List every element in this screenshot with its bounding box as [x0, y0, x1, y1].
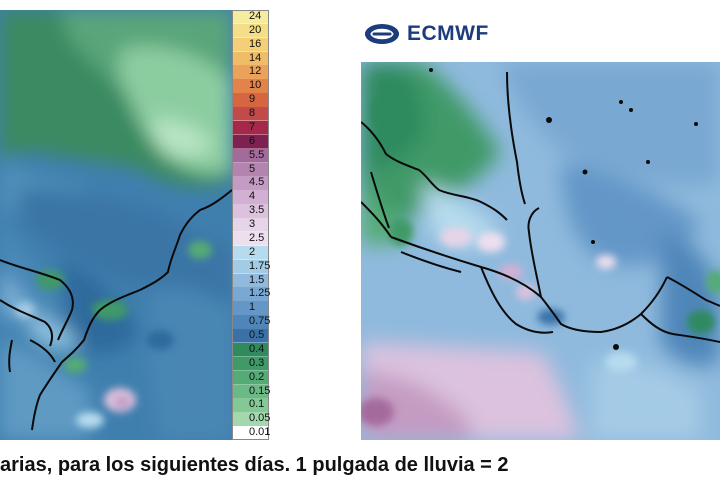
colorbar-level-label: 0.75: [249, 315, 271, 328]
colorbar-level-label: 10: [249, 79, 262, 92]
colorbar-swatch: [232, 79, 269, 94]
colorbar-swatch: [232, 120, 269, 136]
colorbar-level-label: 7: [249, 120, 256, 133]
colorbar-level-label: 24: [249, 10, 262, 22]
colorbar-swatch: [232, 162, 269, 177]
colorbar-level-label: 3: [249, 218, 256, 231]
colorbar-swatch: [232, 370, 269, 385]
ecmwf-logo: ECMWF: [363, 22, 489, 46]
colorbar-level-label: 1: [249, 301, 256, 314]
right-precipitation-map: [361, 62, 720, 440]
colorbar-swatch: [232, 37, 269, 53]
colorbar-level-label: 1.25: [249, 287, 271, 300]
colorbar-swatch: [232, 259, 269, 275]
colorbar-level-label: 2: [249, 245, 256, 258]
left-map-graphic: [0, 10, 232, 440]
colorbar-level-label: 4.5: [249, 176, 265, 189]
colorbar-swatch: [232, 412, 269, 427]
colorbar-level-label: 14: [249, 51, 262, 64]
colorbar-level-label: 5: [249, 162, 256, 175]
colorbar-swatch: [232, 65, 269, 80]
colorbar-level-label: 1.75: [249, 259, 271, 272]
colorbar-level-label: 8: [249, 107, 256, 120]
left-precipitation-map: [0, 10, 232, 440]
colorbar-swatch: [232, 23, 269, 39]
colorbar-level-label: 6: [249, 134, 256, 147]
colorbar-level-label: 0.1: [249, 398, 265, 411]
colorbar-level-label: 16: [249, 37, 262, 50]
colorbar-swatch: [232, 342, 269, 358]
colorbar-swatch: [232, 231, 269, 247]
colorbar-level-label: 0.4: [249, 342, 265, 355]
colorbar-swatch: [232, 148, 269, 164]
colorbar-swatch: [232, 134, 269, 150]
colorbar-level-label: 0.3: [249, 356, 265, 369]
colorbar-swatch: [232, 245, 269, 261]
colorbar-swatch: [232, 356, 269, 372]
colorbar-level-label: 0.2: [249, 370, 265, 383]
colorbar-level-label: 20: [249, 23, 262, 36]
colorbar-swatch: [232, 329, 269, 344]
right-map-graphic: [361, 62, 720, 440]
colorbar-swatch: [232, 51, 269, 66]
colorbar-level-label: 0.01: [249, 426, 271, 439]
ecmwf-logo-icon: [365, 24, 399, 44]
colorbar-level-label: 2.5: [249, 231, 265, 244]
colorbar-swatch: [232, 218, 269, 233]
colorbar-swatch: [232, 107, 269, 122]
colorbar-swatch: [232, 398, 269, 413]
colorbar-level-label: 0.15: [249, 384, 271, 397]
colorbar-swatch: [232, 93, 269, 108]
caption-text: arias, para los siguientes días. 1 pulga…: [0, 454, 509, 476]
colorbar-swatch: [232, 273, 269, 288]
caption-bar: arias, para los siguientes días. 1 pulga…: [0, 446, 720, 500]
colorbar-swatch: [232, 176, 269, 191]
colorbar-swatch: [232, 301, 269, 316]
colorbar-level-label: 0.5: [249, 329, 265, 342]
colorbar-swatch: [232, 315, 269, 330]
colorbar-level-label: 9: [249, 93, 256, 106]
colorbar-swatch: [232, 287, 269, 302]
colorbar-level-label: 1.5: [249, 273, 265, 286]
colorbar-swatch: [232, 204, 269, 219]
ecmwf-logo-text: ECMWF: [407, 22, 489, 45]
colorbar-level-label: 5.5: [249, 148, 265, 161]
colorbar-swatch: [232, 10, 269, 25]
colorbar-swatch: [232, 190, 269, 205]
colorbar-swatch: [232, 384, 269, 399]
colorbar-level-label: 12: [249, 65, 262, 78]
colorbar-level-label: 0.05: [249, 412, 271, 425]
colorbar-level-label: 4: [249, 190, 256, 203]
colorbar-level-label: 3.5: [249, 204, 265, 217]
